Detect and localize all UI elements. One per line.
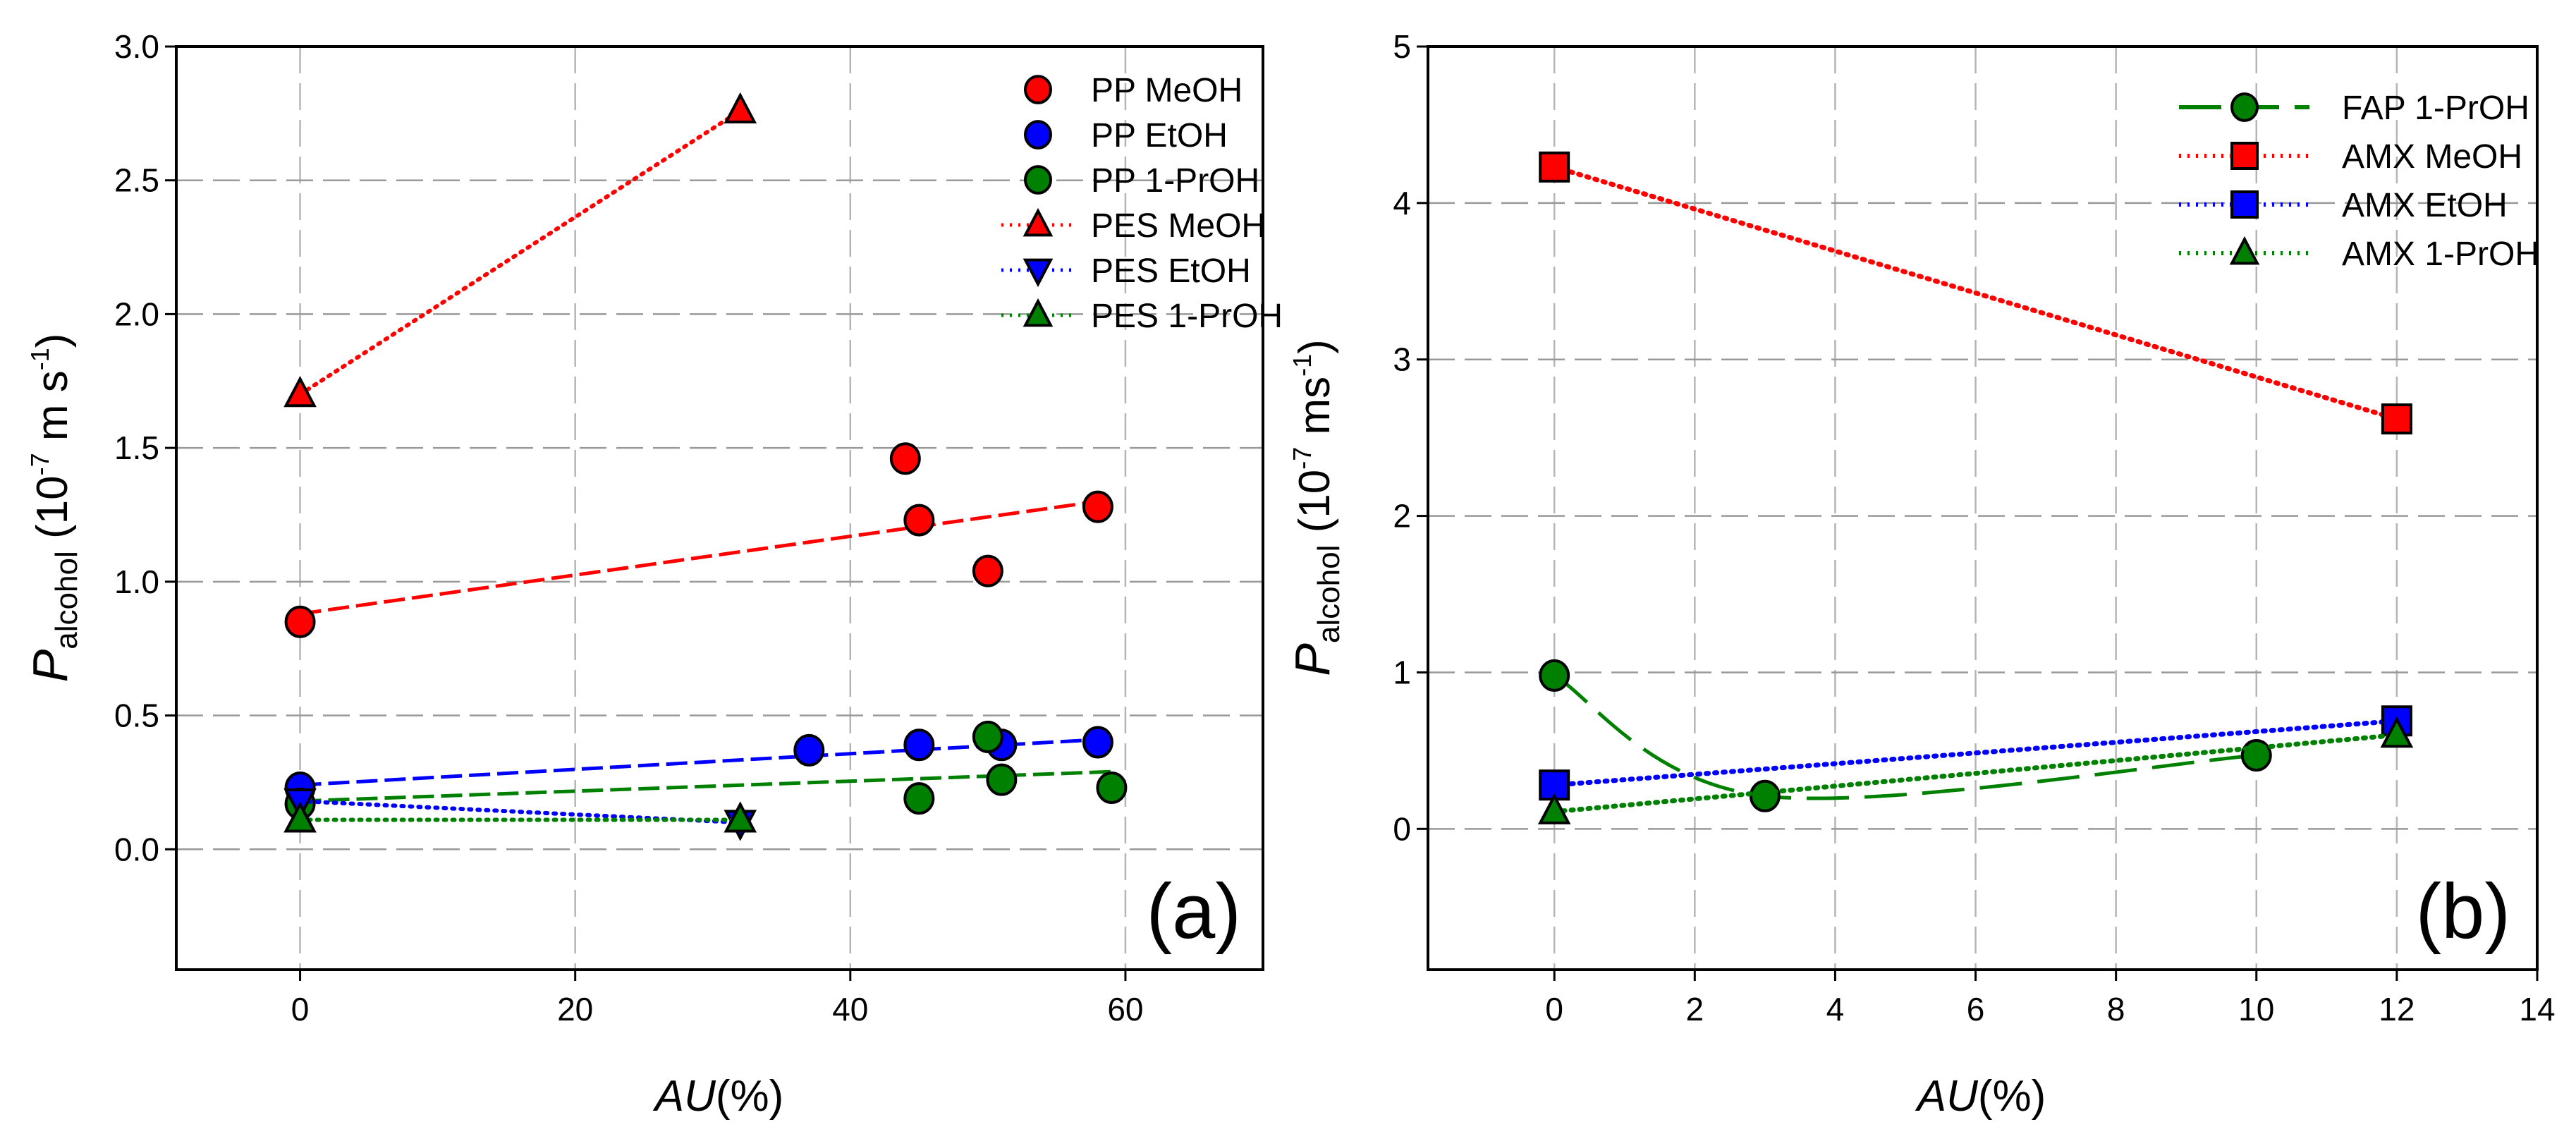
data-point-fap-1-proh	[1539, 659, 1570, 692]
legend-label-pes-meoh: PES MeOH	[1091, 207, 1266, 245]
data-point-amx-1-proh	[2380, 716, 2414, 748]
data-point-pes-meoh	[724, 92, 757, 124]
legend-marker-pes-etoh	[1023, 258, 1054, 288]
data-point-fap-1-proh	[1749, 779, 1781, 812]
y-tick-label: 4	[1393, 185, 1411, 221]
data-point-pp-meoh	[889, 442, 921, 475]
chart-b: (b) AU(%) Palcohol (10-7 ms-1) 0 2 4 6 8 10 12…	[1285, 28, 2556, 1121]
legend-marker-pes-meoh	[1023, 207, 1054, 237]
legend-marker-amx-meoh	[2230, 142, 2259, 170]
legend-marker-pp-meoh	[1024, 75, 1052, 104]
data-point-pp-1-proh	[903, 782, 935, 815]
legend-label-pp-1-proh: PP 1-PrOH	[1091, 162, 1259, 200]
data-point-fap-1-proh	[2240, 739, 2272, 772]
y-tick-label: 1	[1393, 654, 1411, 690]
plot-frame	[1427, 45, 2539, 971]
trend-line-pp-meoh	[300, 499, 1099, 616]
data-point-pp-meoh	[1082, 490, 1113, 523]
series-line-amx-meoh	[1551, 164, 2400, 422]
y-tick-label: 0.5	[114, 697, 159, 734]
legend-label-amx-1-proh: AMX 1-PrOH	[2342, 236, 2539, 273]
y-axis-label-a: Palcohol (10-7 m s-1)	[23, 334, 84, 683]
x-axis-label-a: AU(%)	[652, 1072, 784, 1121]
plot-frame	[175, 45, 1264, 971]
y-tick-label: 5	[1393, 28, 1411, 65]
y-tick-label: 3.0	[114, 28, 159, 65]
y-tick-label: 2.5	[114, 162, 159, 199]
legend-label-fap-1-proh: FAP 1-PrOH	[2342, 90, 2529, 127]
legend-label-pes-1-proh: PES 1-PrOH	[1091, 298, 1283, 335]
panel-label-a: (a)	[1147, 868, 1241, 955]
legend-label-pes-etoh: PES EtOH	[1091, 252, 1251, 290]
x-tick-label: 4	[1826, 991, 1845, 1028]
x-tick-label: 0	[1545, 991, 1563, 1028]
data-point-pes-meoh	[283, 375, 317, 408]
y-tick-label: 1.0	[114, 563, 159, 600]
series-line-fap-1-proh	[1553, 673, 2257, 800]
data-point-pp-meoh	[972, 554, 1003, 587]
chart-a: (a) AU(%) Palcohol (10-7 m s-1) 0 20 40 60 0…	[23, 28, 1283, 1121]
x-tick-label: 60	[1107, 991, 1143, 1028]
legend-marker-fap-1-proh	[2230, 92, 2259, 122]
legend-marker-amx-1-proh	[2229, 236, 2260, 265]
y-tick-label: 0	[1393, 810, 1411, 847]
trend-line-pp-etoh	[300, 738, 1099, 787]
data-point-amx-1-proh	[1537, 793, 1571, 824]
data-point-pp-etoh	[793, 733, 825, 767]
series-line-amx-1-proh	[1551, 732, 2400, 815]
x-tick-label: 14	[2519, 991, 2555, 1028]
data-point-pp-meoh	[284, 605, 316, 638]
x-axis-label-b: AU(%)	[1915, 1072, 2046, 1121]
y-tick-label: 1.5	[114, 429, 159, 466]
data-point-pp-etoh	[903, 728, 935, 762]
data-point-pes-1-proh	[724, 801, 757, 833]
panel-label-b: (b)	[2416, 868, 2510, 955]
y-tick-label: 3	[1393, 341, 1411, 378]
data-point-amx-meoh	[1539, 151, 1570, 183]
y-tick-label: 2.0	[114, 295, 159, 332]
y-axis-label-b: Palcohol (10-7 ms-1)	[1285, 339, 1346, 676]
legend-label-amx-etoh: AMX EtOH	[2342, 187, 2508, 224]
data-point-pp-1-proh	[986, 763, 1018, 796]
x-tick-label: 10	[2238, 991, 2274, 1028]
x-tick-label: 0	[291, 991, 310, 1028]
y-tick-label: 0.0	[114, 831, 159, 867]
legend-marker-pp-etoh	[1024, 120, 1052, 150]
data-point-pp-1-proh	[1096, 771, 1128, 804]
x-tick-label: 2	[1686, 991, 1704, 1028]
data-point-amx-meoh	[2381, 403, 2412, 435]
series-line-pes-meoh	[298, 109, 743, 397]
legend-label-amx-meoh: AMX MeOH	[2342, 138, 2522, 176]
y-tick-label: 2	[1393, 498, 1411, 535]
data-point-pes-1-proh	[283, 801, 317, 833]
x-tick-label: 8	[2107, 991, 2125, 1028]
legend-marker-pes-1-proh	[1023, 298, 1054, 327]
x-tick-label: 12	[2379, 991, 2415, 1028]
x-tick-label: 40	[832, 991, 868, 1028]
x-tick-label: 6	[1967, 991, 1985, 1028]
data-point-pp-1-proh	[972, 720, 1003, 753]
series-line-amx-etoh	[1551, 718, 2400, 788]
legend-label-pp-meoh: PP MeOH	[1091, 72, 1243, 109]
legend-marker-pp-1-proh	[1024, 165, 1052, 195]
data-point-pp-meoh	[903, 504, 935, 537]
data-point-pp-etoh	[1082, 726, 1113, 759]
legend-label-pp-etoh: PP EtOH	[1091, 117, 1228, 154]
legend-marker-amx-etoh	[2230, 190, 2259, 219]
trend-line-pp-1-proh	[300, 769, 1112, 803]
x-tick-label: 20	[557, 991, 593, 1028]
